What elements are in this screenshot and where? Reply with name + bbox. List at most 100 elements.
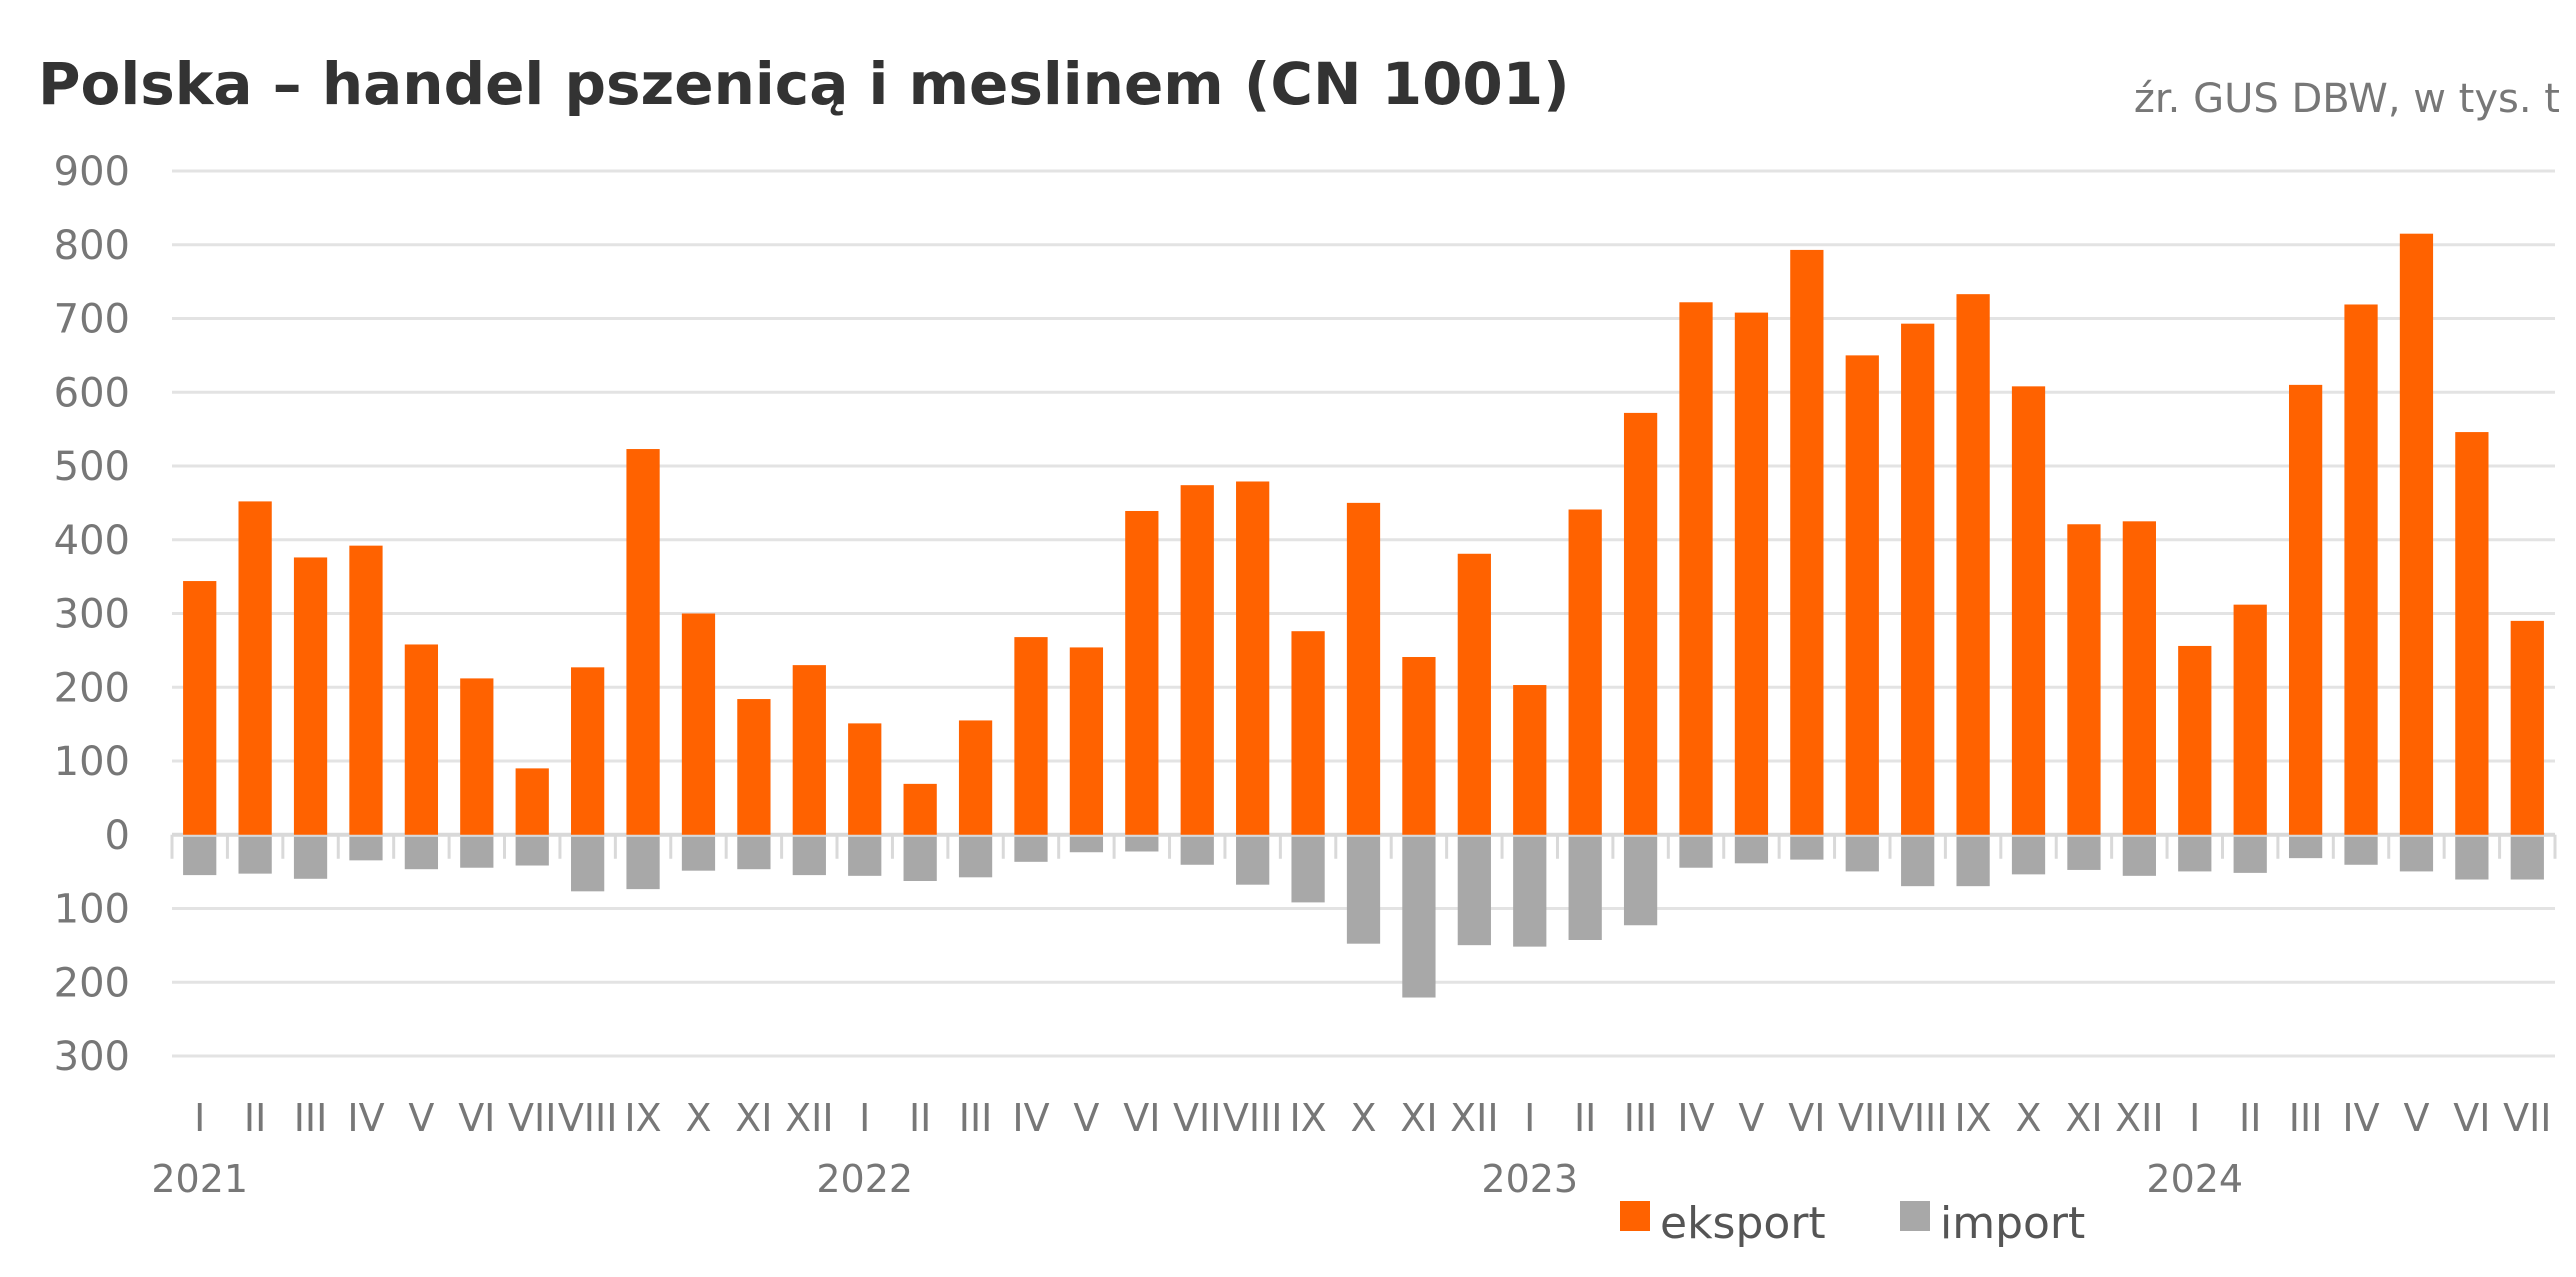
- x-tick-label: V: [408, 1096, 434, 1140]
- x-tick-label: VI: [1788, 1096, 1825, 1140]
- bar-eksport: [1180, 485, 1214, 835]
- y-tick-label: 500: [54, 444, 130, 490]
- legend: eksport import: [1620, 1198, 2085, 1249]
- bar-import: [515, 836, 549, 866]
- x-tick-label: VI: [458, 1096, 495, 1140]
- x-tick-label: XII: [1450, 1096, 1498, 1140]
- bar-eksport: [1623, 412, 1658, 835]
- bar-eksport: [1956, 294, 1990, 835]
- x-tick-label: VIII: [558, 1096, 618, 1140]
- x-tick-label: II: [1574, 1096, 1596, 1140]
- x-tick-label: XI: [1400, 1096, 1437, 1140]
- bar-import: [1180, 836, 1214, 865]
- y-tick-label: 100: [54, 739, 130, 785]
- bar-eksport: [1457, 553, 1491, 835]
- x-tick-label: I: [859, 1096, 870, 1140]
- x-tick-label: IV: [2342, 1096, 2379, 1140]
- bar-eksport: [1125, 510, 1159, 835]
- bar-eksport: [238, 501, 272, 835]
- x-tick-label: IX: [624, 1096, 661, 1140]
- x-tick-label: II: [909, 1096, 931, 1140]
- bar-eksport: [404, 644, 439, 835]
- bar-eksport: [903, 783, 937, 835]
- bar-eksport: [2455, 432, 2489, 835]
- x-tick-label: IV: [1677, 1096, 1714, 1140]
- bar-import: [293, 836, 328, 879]
- y-tick-label: 900: [54, 149, 130, 195]
- bar-eksport: [515, 768, 549, 835]
- bar-import: [1346, 836, 1381, 944]
- bar-import: [1014, 836, 1048, 862]
- x-tick-label: XII: [2115, 1096, 2163, 1140]
- bar-eksport: [1734, 312, 1769, 835]
- bar-eksport: [293, 557, 328, 835]
- x-tick-label: X: [685, 1096, 711, 1140]
- bar-eksport: [2067, 524, 2101, 835]
- bar-import: [958, 836, 993, 878]
- bar-eksport: [2399, 233, 2434, 835]
- x-axis-ticks: I II III IV V VI VII VIII IX X XI XII I II III IV V VI VII…: [151, 834, 2557, 1201]
- bar-eksport: [571, 667, 605, 835]
- bar-eksport: [2011, 386, 2046, 835]
- y-tick-label: 700: [54, 297, 130, 343]
- x-tick-label: VII: [1173, 1096, 1221, 1140]
- x-tick-label: IX: [1954, 1096, 1991, 1140]
- year-label: 2021: [151, 1157, 248, 1201]
- y-tick-label: 300: [54, 1034, 130, 1080]
- bar-eksport: [183, 581, 217, 835]
- y-tick-label: 400: [54, 518, 130, 564]
- x-tick-label: V: [1073, 1096, 1099, 1140]
- x-tick-label: VIII: [1223, 1096, 1283, 1140]
- bar-eksport: [792, 665, 826, 835]
- y-tick-label: 100: [54, 887, 130, 933]
- legend-swatch-import: [1900, 1201, 1930, 1231]
- y-axis-ticks: 900 800 700 600 500 400 300 200 100 0 100 200 300: [54, 149, 130, 1080]
- year-label: 2022: [816, 1157, 913, 1201]
- x-tick-label: VII: [2503, 1096, 2551, 1140]
- x-tick-label: XI: [735, 1096, 772, 1140]
- bar-import: [2344, 836, 2378, 865]
- bar-eksport: [1236, 481, 1270, 835]
- x-tick-label: I: [2189, 1096, 2200, 1140]
- x-tick-label: VII: [508, 1096, 556, 1140]
- bar-import: [1901, 836, 1935, 887]
- x-tick-label: VII: [1838, 1096, 1886, 1140]
- bar-import: [238, 836, 272, 874]
- bar-import: [1069, 836, 1104, 853]
- y-tick-label: 300: [54, 592, 130, 638]
- bar-eksport: [1679, 302, 1713, 835]
- x-tick-label: VIII: [1888, 1096, 1948, 1140]
- x-tick-label: III: [1624, 1096, 1658, 1140]
- bar-import: [2067, 836, 2101, 870]
- bar-import: [1236, 836, 1270, 885]
- bar-eksport: [1568, 509, 1602, 835]
- legend-label-eksport: eksport: [1660, 1198, 1826, 1249]
- x-tick-label: X: [1350, 1096, 1376, 1140]
- bar-import: [571, 836, 605, 892]
- bar-eksport: [349, 545, 383, 835]
- y-tick-label: 0: [105, 813, 130, 859]
- bar-eksport: [460, 678, 494, 835]
- bar-import: [2288, 836, 2323, 859]
- year-label: 2023: [1481, 1157, 1578, 1201]
- x-tick-label: III: [294, 1096, 328, 1140]
- bar-import: [2011, 836, 2046, 875]
- source-note: źr. GUS DBW, w tys. t: [2134, 76, 2560, 122]
- bar-import: [1845, 836, 1879, 872]
- bar-import: [848, 836, 882, 876]
- legend-label-import: import: [1940, 1198, 2085, 1249]
- bar-import: [2178, 836, 2212, 872]
- bar-eksport: [1790, 249, 1824, 835]
- bar-import: [2122, 836, 2156, 876]
- bar-import: [1513, 836, 1547, 947]
- legend-swatch-eksport: [1620, 1201, 1650, 1231]
- x-tick-label: XII: [785, 1096, 833, 1140]
- bar-eksport: [2122, 521, 2156, 835]
- year-label: 2024: [2146, 1157, 2243, 1201]
- x-tick-label: III: [959, 1096, 993, 1140]
- bar-eksport: [1346, 502, 1381, 835]
- bar-import: [183, 836, 217, 876]
- bar-import: [626, 836, 660, 890]
- x-tick-label: IV: [347, 1096, 384, 1140]
